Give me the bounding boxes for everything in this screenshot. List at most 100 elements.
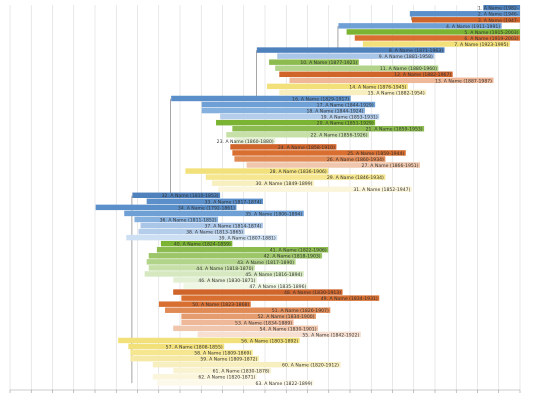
bar-label: 9. A Name (1881-1958) bbox=[379, 54, 433, 60]
bar-label: 15. A Name (1882-1954) bbox=[368, 90, 425, 96]
bar-label: 45. A Name (1816-1894) bbox=[245, 272, 302, 278]
bar-label: 34. A Name (1792-1861) bbox=[178, 205, 235, 211]
bars bbox=[95, 5, 520, 386]
timeline-bar bbox=[152, 361, 341, 368]
bar-label: 16. A Name (1829-1917) bbox=[292, 96, 349, 102]
bar-label: 8. A Name (1871-1963) bbox=[389, 48, 443, 54]
bar-label: 17. A Name (1844-1929) bbox=[317, 102, 374, 108]
bar-label: 24. A Name (1858-1910) bbox=[278, 145, 335, 151]
bar-label: 29. A Name (1846-1934) bbox=[327, 175, 384, 181]
bar-label: 41. A Name (1822-1906) bbox=[270, 248, 327, 254]
timeline-bar bbox=[156, 247, 329, 253]
bar-label: 23. A Name (1860-1880) bbox=[217, 139, 274, 145]
bar-label: 50. A Name (1823-1868) bbox=[192, 302, 249, 308]
bar-label: 30. A Name (1849-1899) bbox=[255, 181, 312, 187]
timeline-bar bbox=[138, 228, 245, 235]
timeline-bar bbox=[275, 65, 439, 71]
bar-label: 22. A Name (1856-1926) bbox=[311, 133, 368, 139]
timeline-bar bbox=[218, 186, 412, 192]
timeline-bar bbox=[160, 240, 233, 247]
timeline-bar bbox=[279, 71, 453, 77]
timeline-bar bbox=[185, 168, 329, 174]
timeline-bar bbox=[232, 150, 406, 156]
bar-label: 21. A Name (1859-1953) bbox=[366, 127, 423, 133]
timeline-bar bbox=[126, 234, 278, 241]
x-axis-ticks bbox=[9, 390, 521, 393]
timeline-bar bbox=[156, 380, 314, 386]
bar-label: 46. A Name (1830-1871) bbox=[198, 278, 255, 284]
timeline-bar bbox=[267, 83, 408, 90]
timeline-bar bbox=[181, 295, 380, 301]
timeline-bar bbox=[132, 192, 221, 198]
bar-label: 55. A Name (1842-1922) bbox=[302, 332, 359, 338]
timeline-bar bbox=[183, 283, 308, 289]
bar-label: 60. A Name (1820-1912) bbox=[282, 363, 339, 369]
bar-label: 36. A Name (1811-1852) bbox=[160, 217, 217, 223]
bar-label: 52. A Name (1834-1900) bbox=[257, 314, 314, 320]
timeline-bar bbox=[277, 53, 435, 59]
timeline-bar bbox=[95, 204, 237, 211]
bar-label: 63. A Name (1822-1899) bbox=[255, 381, 312, 387]
timeline-bar bbox=[152, 374, 257, 380]
bar-label: 1. A Name (1982- bbox=[478, 6, 519, 12]
bar-label: 59. A Name (1809-1872) bbox=[200, 357, 257, 363]
bar-label: 11. A Name (1880-1960) bbox=[380, 66, 437, 72]
timeline-bar bbox=[124, 210, 304, 217]
bar-label: 42. A Name (1818-1903) bbox=[264, 254, 321, 260]
timeline-bar bbox=[232, 126, 425, 132]
timeline-bar bbox=[411, 17, 520, 23]
bar-label: 19. A Name (1853-1931) bbox=[321, 115, 378, 121]
bar-label: 4. A Name (1911-1991) bbox=[446, 24, 500, 30]
bar-label: 7. A Name (1923-1995) bbox=[454, 42, 508, 48]
bar-label: 20. A Name (1851-1929) bbox=[317, 121, 374, 127]
bar-label: 32. A Name (1810-1853) bbox=[162, 193, 219, 199]
timeline-bar bbox=[279, 89, 427, 96]
bar-label: 54. A Name (1830-1901) bbox=[260, 326, 317, 332]
bar-label: 10. A Name (1877-1921) bbox=[300, 60, 357, 66]
timeline-bar bbox=[201, 107, 365, 114]
timeline-bar bbox=[234, 156, 386, 162]
timeline-bar bbox=[338, 23, 502, 29]
bar-label: 53. A Name (1834-1889) bbox=[235, 320, 292, 326]
bar-label: 35. A Name (1806-1894) bbox=[245, 211, 302, 217]
timeline-bar bbox=[216, 119, 376, 126]
bar-label: 43. A Name (1817-1890) bbox=[237, 260, 294, 266]
timeline-bar bbox=[173, 277, 257, 283]
timeline-bar bbox=[146, 198, 263, 205]
bar-label: 37. A Name (1814-1874) bbox=[204, 223, 261, 229]
bar-label: 31. A Name (1852-1947) bbox=[353, 187, 410, 193]
bar-label: 47. A Name (1835-1896) bbox=[249, 284, 306, 290]
bar-label: 6. A Name (1919-2003) bbox=[464, 36, 518, 42]
bar-label: 40. A Name (1824-1859) bbox=[174, 242, 231, 248]
bar-label: 12. A Name (1882-1967) bbox=[394, 72, 451, 78]
timeline-bar bbox=[256, 47, 445, 53]
timeline-bar bbox=[211, 180, 314, 186]
bar-label: 61. A Name (1830-1878) bbox=[213, 369, 270, 375]
timeline-bar bbox=[409, 11, 520, 17]
timeline-bar bbox=[144, 271, 304, 277]
bar-label: 27. A Name (1866-1951) bbox=[362, 163, 419, 169]
timeline-bar bbox=[354, 35, 520, 41]
timeline-bar bbox=[226, 132, 370, 138]
bar-label: 44. A Name (1818-1870) bbox=[196, 266, 253, 272]
timeline-bar bbox=[165, 307, 331, 313]
timeline-bar bbox=[197, 331, 361, 338]
timeline-bar bbox=[246, 162, 421, 168]
timeline-bar bbox=[146, 259, 296, 265]
bar-label: 48. A Name (1830-1913) bbox=[284, 290, 341, 296]
timeline-bar bbox=[181, 319, 294, 326]
bar-label: 3. A Name (1947- bbox=[478, 18, 519, 24]
timeline-bar bbox=[362, 41, 510, 47]
bar-label: 58. A Name (1809-1869) bbox=[194, 351, 251, 357]
timeline-bar bbox=[130, 349, 253, 356]
timeline-bar bbox=[234, 138, 276, 144]
bar-label: 28. A Name (1836-1906) bbox=[270, 169, 327, 175]
timeline-bar bbox=[171, 95, 351, 102]
timeline-bar bbox=[173, 368, 272, 374]
bar-label: 13. A Name (1887-1987) bbox=[435, 78, 492, 84]
bar-labels: 1. A Name (1982-2. A Name (1946-3. A Nam… bbox=[160, 6, 519, 387]
bar-label: 2. A Name (1946- bbox=[478, 12, 519, 18]
timeline-bar bbox=[173, 289, 343, 295]
bar-label: 38. A Name (1813-1865) bbox=[186, 230, 243, 236]
